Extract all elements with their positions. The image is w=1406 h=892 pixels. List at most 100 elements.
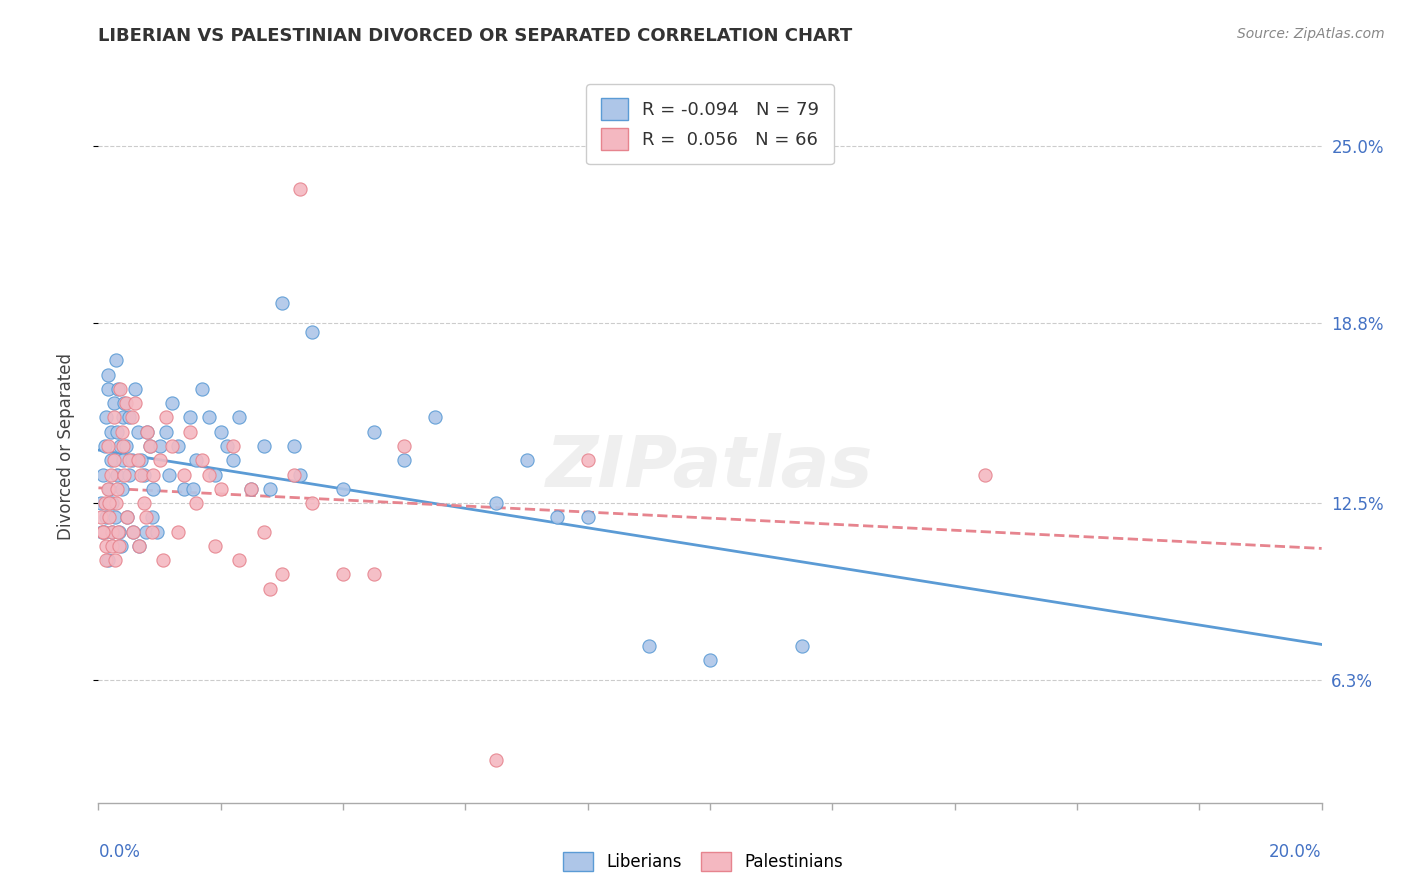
Point — [392, 453, 416, 467]
Point — [222, 439, 245, 453]
Point — [104, 353, 127, 368]
Point — [118, 467, 141, 482]
Text: ZIPatlas: ZIPatlas — [547, 433, 873, 502]
Point — [104, 496, 127, 510]
Point — [139, 439, 162, 453]
Point — [134, 524, 156, 539]
Point — [259, 582, 281, 596]
Point — [111, 439, 134, 453]
Point — [141, 524, 163, 539]
Point — [115, 510, 138, 524]
Point — [107, 539, 129, 553]
Point — [167, 524, 190, 539]
Point — [974, 467, 997, 482]
Point — [259, 482, 281, 496]
Point — [181, 482, 204, 496]
Point — [115, 396, 138, 410]
Point — [115, 510, 138, 524]
Point — [191, 453, 214, 467]
Point — [104, 553, 127, 567]
Point — [104, 510, 127, 524]
Point — [160, 439, 183, 453]
Point — [100, 453, 122, 467]
Point — [124, 396, 146, 410]
Point — [186, 496, 208, 510]
Point — [332, 567, 354, 582]
Point — [93, 439, 115, 453]
Point — [142, 467, 165, 482]
Point — [301, 496, 323, 510]
Point — [93, 524, 115, 539]
Point — [485, 496, 508, 510]
Point — [167, 439, 190, 453]
Point — [209, 425, 232, 439]
Point — [91, 524, 114, 539]
Point — [179, 410, 201, 425]
Point — [136, 425, 159, 439]
Point — [111, 425, 134, 439]
Point — [124, 382, 146, 396]
Point — [149, 439, 172, 453]
Point — [105, 467, 128, 482]
Point — [139, 439, 162, 453]
Point — [101, 524, 124, 539]
Point — [90, 510, 112, 524]
Legend: R = -0.094   N = 79, R =  0.056   N = 66: R = -0.094 N = 79, R = 0.056 N = 66 — [586, 84, 834, 164]
Point — [516, 453, 538, 467]
Point — [215, 439, 238, 453]
Point — [173, 482, 195, 496]
Point — [240, 482, 263, 496]
Point — [134, 467, 156, 482]
Point — [127, 453, 149, 467]
Point — [103, 396, 125, 410]
Point — [121, 453, 143, 467]
Y-axis label: Divorced or Separated: Divorced or Separated — [56, 352, 75, 540]
Point — [97, 439, 120, 453]
Point — [209, 482, 232, 496]
Point — [97, 553, 120, 567]
Point — [93, 496, 115, 510]
Point — [108, 439, 131, 453]
Point — [111, 482, 134, 496]
Text: 20.0%: 20.0% — [1270, 843, 1322, 861]
Point — [576, 510, 599, 524]
Point — [155, 425, 177, 439]
Point — [423, 410, 446, 425]
Point — [112, 467, 135, 482]
Point — [142, 482, 165, 496]
Point — [97, 382, 120, 396]
Point — [134, 496, 156, 510]
Point — [118, 453, 141, 467]
Point — [111, 453, 134, 467]
Point — [122, 524, 145, 539]
Point — [363, 425, 385, 439]
Point — [96, 553, 118, 567]
Point — [252, 524, 274, 539]
Text: Source: ZipAtlas.com: Source: ZipAtlas.com — [1237, 27, 1385, 41]
Point — [108, 382, 131, 396]
Point — [145, 524, 167, 539]
Point — [179, 425, 201, 439]
Point — [149, 453, 172, 467]
Point — [136, 425, 159, 439]
Point — [155, 410, 177, 425]
Point — [129, 467, 152, 482]
Point — [228, 553, 250, 567]
Point — [576, 453, 599, 467]
Point — [121, 410, 143, 425]
Point — [157, 467, 180, 482]
Point — [270, 296, 294, 310]
Point — [105, 425, 128, 439]
Point — [107, 382, 129, 396]
Point — [98, 482, 121, 496]
Point — [790, 639, 813, 653]
Point — [112, 396, 135, 410]
Point — [638, 639, 661, 653]
Point — [107, 524, 129, 539]
Point — [103, 453, 125, 467]
Point — [228, 410, 250, 425]
Point — [97, 496, 120, 510]
Point — [204, 467, 226, 482]
Point — [152, 553, 174, 567]
Point — [115, 439, 138, 453]
